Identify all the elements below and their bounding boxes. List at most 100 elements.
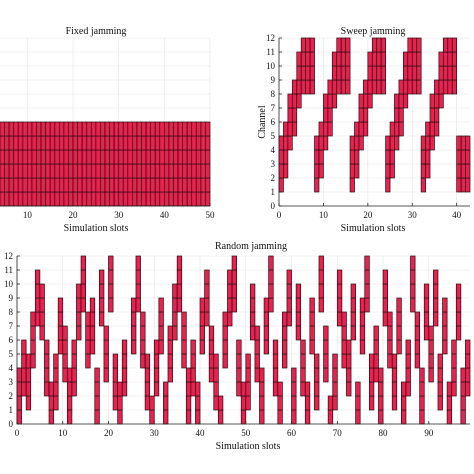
random-cell xyxy=(53,353,59,369)
sweep-cell xyxy=(389,163,395,179)
jammed-cell xyxy=(58,149,65,165)
sweep-cell xyxy=(380,37,386,53)
random-cell xyxy=(231,297,237,313)
jammed-cell xyxy=(177,121,183,137)
sweep-cell xyxy=(460,135,466,151)
jammed-cell xyxy=(186,191,193,207)
random-cell xyxy=(364,297,370,313)
jammed-cell xyxy=(22,163,28,179)
jammed-cell xyxy=(36,163,42,179)
sweep-cell xyxy=(331,51,338,67)
random-cell xyxy=(94,409,100,425)
jammed-cell xyxy=(118,163,124,179)
random-cell xyxy=(66,381,73,397)
sweep-cell xyxy=(340,65,346,81)
sweep-cell xyxy=(447,65,453,81)
random-cell xyxy=(355,381,361,397)
random-cell xyxy=(455,283,462,299)
sweep-cell xyxy=(398,93,404,109)
random-cell xyxy=(460,409,466,425)
random-cell xyxy=(250,325,256,341)
random-cell xyxy=(185,367,192,383)
jammed-cell xyxy=(104,163,110,179)
sweep-cell xyxy=(380,65,386,81)
jammed-cell xyxy=(81,121,88,137)
jammed-cell xyxy=(154,177,161,193)
random-cell xyxy=(428,325,434,341)
random-cell xyxy=(71,339,77,355)
jammed-cell xyxy=(45,163,51,179)
random-cell xyxy=(144,395,151,411)
jammed-cell xyxy=(163,191,170,207)
jammed-cell xyxy=(122,149,129,165)
sweep-cell xyxy=(345,37,351,53)
random-cell xyxy=(236,339,242,355)
random-cell xyxy=(85,339,91,355)
jammed-cell xyxy=(122,135,129,151)
jamming-bars xyxy=(16,255,471,425)
jammed-cell xyxy=(54,177,60,193)
random-cell xyxy=(391,353,398,369)
jammed-cell xyxy=(113,121,120,137)
jammed-cell xyxy=(191,191,197,207)
random-cell xyxy=(112,367,119,383)
sweep-cell xyxy=(296,79,302,95)
jammed-cell xyxy=(205,191,211,207)
random-cell xyxy=(117,409,123,425)
x-tick-label: 20 xyxy=(104,428,114,438)
x-tick-label: 10 xyxy=(319,210,329,220)
jammed-cell xyxy=(81,163,88,179)
jammed-cell xyxy=(159,121,165,137)
jammed-cell xyxy=(22,191,28,207)
jammed-cell xyxy=(154,121,161,137)
sweep-cell xyxy=(460,163,466,179)
y-tick-label: 7 xyxy=(9,321,14,331)
sweep-cell xyxy=(394,93,400,109)
jammed-cell xyxy=(40,191,47,207)
jammed-cell xyxy=(68,121,74,137)
random-cell xyxy=(350,297,356,313)
random-cell xyxy=(163,409,169,425)
random-cell xyxy=(153,367,160,383)
random-cell xyxy=(199,311,205,327)
jammed-cell xyxy=(86,149,92,165)
random-cell xyxy=(240,381,247,397)
jammed-cell xyxy=(63,177,69,193)
jammed-cell xyxy=(145,191,152,207)
random-jamming-panel: Random jamming Simulation slots 0 10 20 30 4… xyxy=(4,241,471,452)
jammed-cell xyxy=(77,135,83,151)
random-cell xyxy=(259,367,265,383)
jammed-cell xyxy=(49,135,56,151)
y-tick-label: 3 xyxy=(9,377,14,387)
random-cell xyxy=(213,353,219,369)
jammed-cell xyxy=(150,163,156,179)
jammed-cell xyxy=(58,177,65,193)
random-cell xyxy=(286,269,292,285)
random-cell xyxy=(25,353,32,369)
random-cell xyxy=(419,381,425,397)
sweep-cell xyxy=(363,107,369,123)
sweep-cell xyxy=(407,79,413,95)
random-cell xyxy=(85,325,91,341)
random-cell xyxy=(176,269,183,285)
random-cell xyxy=(153,339,160,355)
sweep-cell xyxy=(327,93,333,109)
random-cell xyxy=(419,395,425,411)
random-cell xyxy=(16,395,22,411)
jammed-cell xyxy=(72,149,78,165)
random-cell xyxy=(245,395,251,411)
jammed-cell xyxy=(186,121,193,137)
random-cell xyxy=(410,297,416,313)
jammed-cell xyxy=(127,149,133,165)
jammed-cell xyxy=(132,177,138,193)
sweep-cell xyxy=(296,51,302,67)
random-cell xyxy=(172,311,178,327)
random-cell xyxy=(254,353,260,369)
x-tick-label: 10 xyxy=(23,210,33,220)
jammed-cell xyxy=(13,149,19,165)
jammed-cell xyxy=(0,135,5,151)
jammed-cell xyxy=(63,149,69,165)
sweep-cell xyxy=(394,121,400,137)
random-cell xyxy=(368,381,375,397)
jammed-cell xyxy=(109,135,115,151)
